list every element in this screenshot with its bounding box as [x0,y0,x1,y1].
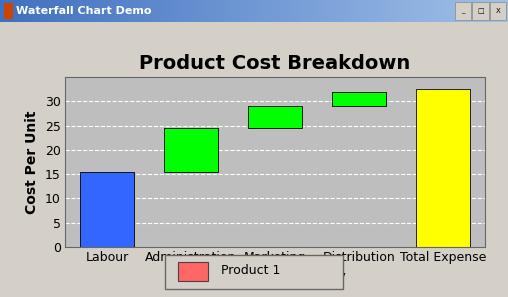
Bar [472,2,489,20]
Bar [248,106,302,128]
Text: □: □ [477,8,484,14]
Bar [455,2,471,20]
Text: X: X [496,8,501,14]
FancyBboxPatch shape [165,255,343,289]
Text: _: _ [461,8,464,14]
Text: Waterfall Chart Demo: Waterfall Chart Demo [16,6,152,15]
Title: Product Cost Breakdown: Product Cost Breakdown [139,54,410,73]
Bar [178,262,208,282]
Y-axis label: Cost Per Unit: Cost Per Unit [25,110,40,214]
Bar [4,3,13,19]
Text: Product 1: Product 1 [221,265,280,277]
X-axis label: Expense Category: Expense Category [204,270,346,284]
Bar [416,89,470,247]
Bar [164,128,218,172]
Bar [490,2,506,20]
Bar [80,172,134,247]
Bar [332,91,386,106]
